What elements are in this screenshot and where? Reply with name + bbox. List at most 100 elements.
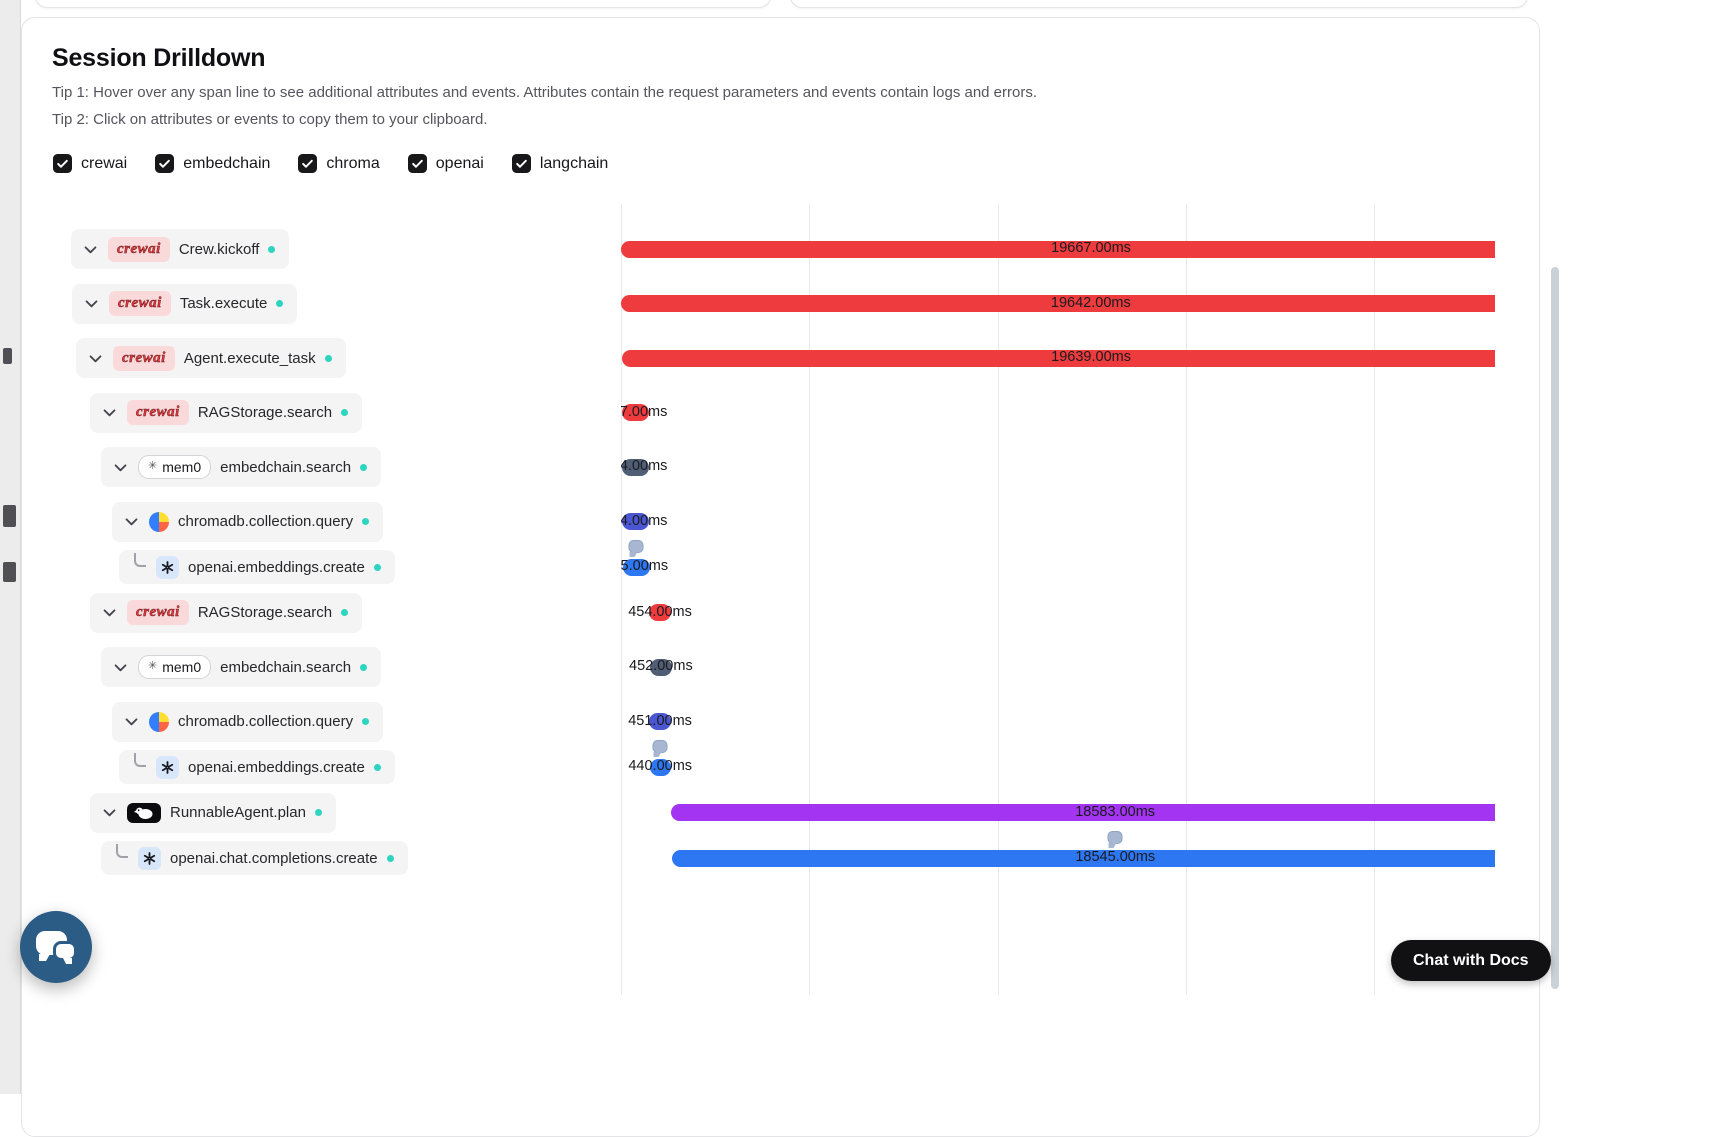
duration-label: 18545.00ms	[1075, 849, 1156, 865]
chevron-down-icon[interactable]	[122, 513, 140, 531]
chevron-down-icon[interactable]	[86, 349, 104, 367]
span-duration-bar[interactable]	[622, 404, 650, 421]
tree-connector-icon	[134, 753, 146, 767]
chevron-down-icon[interactable]	[111, 658, 129, 676]
span-row-label[interactable]: openai.embeddings.create	[119, 750, 395, 784]
check-icon	[515, 157, 528, 170]
span-duration-bar[interactable]	[622, 458, 650, 476]
span-duration-bar[interactable]	[621, 240, 1495, 258]
tip-1: Tip 1: Hover over any span line to see a…	[52, 84, 1038, 101]
span-duration-bar[interactable]	[649, 758, 671, 776]
chat-widget-button[interactable]	[20, 911, 92, 983]
span-name: embedchain.search	[220, 458, 352, 476]
mem0-badge: ✳ mem0	[138, 654, 212, 680]
span-name: RAGStorage.search	[197, 604, 333, 621]
top-card-right	[790, 0, 1528, 8]
span-name: RunnableAgent.plan	[170, 804, 306, 821]
status-dot	[373, 763, 381, 771]
checkbox-chroma[interactable]	[298, 154, 318, 173]
span-row-label[interactable]: crewai RAGStorage.search	[90, 392, 363, 433]
mem0-badge: ✳ mem0	[138, 454, 212, 480]
gridline	[809, 204, 811, 994]
openai-logo-icon	[138, 846, 161, 870]
span-duration-bar[interactable]	[622, 513, 650, 530]
filter-label: crewai	[81, 154, 128, 172]
span-name: openai.chat.completions.create	[170, 849, 378, 867]
clipped-text-fragment	[3, 348, 12, 364]
event-bubble-icon[interactable]	[1107, 831, 1123, 848]
gridline	[997, 204, 999, 994]
check-icon	[301, 157, 314, 170]
duration-label: 567.00ms	[621, 403, 668, 420]
check-icon	[56, 157, 69, 170]
chevron-down-icon[interactable]	[100, 804, 118, 822]
gridline	[1374, 204, 1375, 994]
chevron-down-icon[interactable]	[122, 713, 140, 731]
status-dot	[360, 663, 368, 671]
gridline	[621, 204, 622, 994]
status-dot	[362, 518, 370, 525]
span-row-label[interactable]: ✳ mem0 embedchain.search	[101, 647, 382, 687]
top-card-left	[35, 0, 771, 8]
span-row-label[interactable]: openai.chat.completions.create	[101, 841, 408, 875]
filter-embedchain[interactable]: embedchain	[155, 154, 270, 173]
span-row-label[interactable]: openai.embeddings.create	[119, 550, 395, 584]
chevron-down-icon[interactable]	[81, 240, 99, 258]
span-row-label[interactable]: chromadb.collection.query	[112, 701, 384, 742]
check-icon	[411, 157, 424, 170]
chroma-logo-icon	[149, 711, 169, 732]
span-duration-bar[interactable]	[621, 349, 1495, 367]
status-dot	[341, 609, 349, 616]
left-clipped-sidebar	[0, 0, 21, 1094]
span-row-label[interactable]: crewai RAGStorage.search	[90, 592, 363, 633]
filter-crewai[interactable]: crewai	[53, 154, 127, 173]
event-bubble-icon[interactable]	[652, 740, 668, 757]
span-duration-bar[interactable]	[649, 713, 671, 730]
duration-label: 564.00ms	[621, 458, 668, 474]
page-title: Session Drilldown	[52, 44, 266, 72]
span-duration-bar[interactable]	[621, 295, 1495, 312]
filter-label: openai	[435, 154, 484, 172]
filter-label: langchain	[539, 154, 609, 172]
checkbox-openai[interactable]	[407, 154, 427, 173]
status-dot	[314, 809, 322, 816]
chevron-down-icon[interactable]	[100, 604, 118, 622]
chevron-down-icon[interactable]	[82, 295, 100, 313]
span-duration-bar[interactable]	[623, 558, 650, 576]
vertical-scrollbar[interactable]	[1551, 267, 1559, 989]
event-bubble-icon[interactable]	[628, 540, 644, 557]
checkbox-crewai[interactable]	[53, 154, 72, 173]
gridline	[1185, 204, 1187, 994]
langchain-parrot-icon	[127, 802, 161, 823]
status-dot	[268, 245, 276, 253]
filter-langchain[interactable]: langchain	[511, 154, 609, 173]
span-duration-bar[interactable]	[670, 804, 1495, 821]
chevron-down-icon[interactable]	[111, 458, 129, 476]
span-row-label[interactable]: ✳ mem0 embedchain.search	[101, 447, 382, 487]
span-name: embedchain.search	[220, 658, 352, 676]
status-dot	[386, 854, 394, 862]
chat-with-docs-button[interactable]: Chat with Docs	[1391, 940, 1551, 981]
duration-label: 451.00ms	[628, 712, 692, 729]
chevron-down-icon[interactable]	[100, 404, 118, 422]
duration-label: 564.00ms	[621, 512, 668, 529]
crewai-logo-badge: crewai	[113, 345, 175, 371]
mem0-gear-icon: ✳	[148, 460, 158, 473]
span-row-label[interactable]: RunnableAgent.plan	[90, 792, 336, 833]
checkbox-langchain[interactable]	[511, 154, 531, 173]
filter-openai[interactable]: openai	[407, 154, 484, 173]
openai-logo-icon	[156, 555, 179, 579]
span-duration-bar[interactable]	[650, 658, 672, 676]
span-row-label[interactable]: crewai Crew.kickoff	[71, 229, 290, 269]
filter-chroma[interactable]: chroma	[298, 154, 380, 173]
checkbox-embedchain[interactable]	[155, 154, 175, 173]
duration-label: 19642.00ms	[1050, 294, 1131, 311]
span-name: chromadb.collection.query	[178, 513, 354, 530]
span-row-label[interactable]: crewai Agent.execute_task	[76, 338, 346, 378]
span-duration-bar[interactable]	[649, 604, 671, 621]
status-dot	[362, 718, 370, 725]
span-row-label[interactable]: chromadb.collection.query	[112, 501, 384, 542]
span-name: Crew.kickoff	[178, 240, 260, 258]
span-duration-bar[interactable]	[672, 849, 1495, 867]
span-row-label[interactable]: crewai Task.execute	[72, 283, 298, 324]
